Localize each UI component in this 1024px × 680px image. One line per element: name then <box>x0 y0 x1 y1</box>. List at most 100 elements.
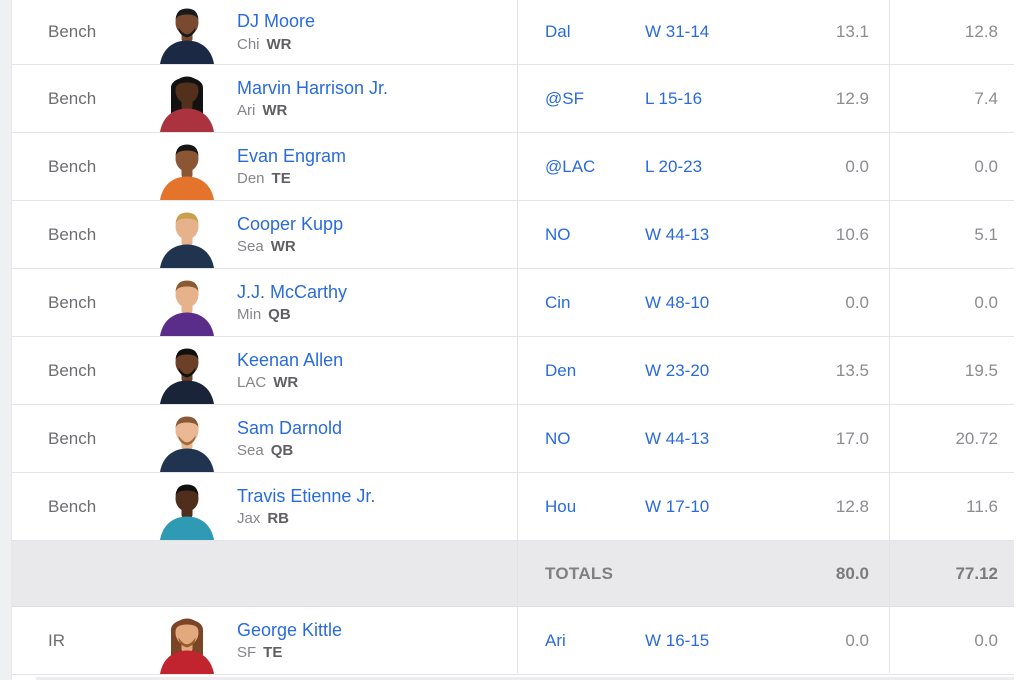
player-subline: Ari WR <box>237 102 517 119</box>
player-headshot-image <box>160 144 214 200</box>
fantasy-roster-table: Bench DJ Moore Chi WR Dal W 31-14 13.1 12… <box>12 0 1014 680</box>
player-name-link[interactable]: Keenan Allen <box>237 349 344 370</box>
roster-row: Bench Travis Etienne Jr. Jax RB Hou W 17-… <box>12 473 1014 541</box>
score-column-1-value: 10.6 <box>835 224 869 244</box>
player-name-link[interactable]: Sam Darnold <box>237 417 343 438</box>
opponent-link[interactable]: Hou <box>545 496 577 516</box>
game-result-link[interactable]: W 31-14 <box>645 22 710 41</box>
column-divider-score <box>889 0 890 673</box>
opponent-link[interactable]: Ari <box>545 630 566 650</box>
player-team: Den <box>237 170 265 188</box>
roster-row: IR George Kittle SF TE Ari W 16-15 0.0 0.… <box>12 607 1014 675</box>
player-headshot[interactable] <box>155 4 219 64</box>
score-column-2-value: 0.0 <box>974 630 998 650</box>
player-info: George Kittle SF TE <box>219 620 517 662</box>
game-result-link[interactable]: W 44-13 <box>645 224 710 244</box>
player-headshot[interactable] <box>155 72 219 132</box>
roster-rows-container: Bench DJ Moore Chi WR Dal W 31-14 13.1 12… <box>12 0 1014 675</box>
opponent-link[interactable]: Den <box>545 360 577 380</box>
opponent-link[interactable]: Cin <box>545 292 571 312</box>
slot-label: Bench <box>48 292 97 312</box>
game-result-link[interactable]: W 17-10 <box>645 496 710 516</box>
player-headshot[interactable] <box>155 140 219 200</box>
game-result-link[interactable]: W 44-13 <box>645 428 710 448</box>
page-left-gutter <box>0 0 12 680</box>
player-position: RB <box>267 510 290 528</box>
player-headshot-image <box>160 212 214 268</box>
opponent-link[interactable]: NO <box>545 224 571 244</box>
score-column-1-value: 0.0 <box>845 630 869 650</box>
score-column-2-value: 7.4 <box>974 88 998 108</box>
player-position: TE <box>271 170 291 188</box>
player-headshot[interactable] <box>155 480 219 540</box>
score-column-1-value: 17.0 <box>835 428 869 448</box>
totals-row: TOTALS 80.0 77.12 <box>12 541 1014 607</box>
player-position: TE <box>263 644 283 662</box>
player-name-link[interactable]: Travis Etienne Jr. <box>237 485 376 506</box>
column-divider-opponent <box>517 0 518 673</box>
player-headshot-image <box>160 416 214 472</box>
player-info: J.J. McCarthy Min QB <box>219 282 517 324</box>
score-column-2-value: 12.8 <box>964 22 998 41</box>
player-headshot[interactable] <box>155 412 219 472</box>
player-name-link[interactable]: Marvin Harrison Jr. <box>237 77 389 98</box>
slot-label: Bench <box>48 224 97 244</box>
player-name-link[interactable]: Evan Engram <box>237 145 347 166</box>
score-column-1-value: 13.5 <box>835 360 869 380</box>
player-team: LAC <box>237 374 267 392</box>
roster-row: Bench Sam Darnold Sea QB NO W 44-13 17.0 … <box>12 405 1014 473</box>
player-headshot[interactable] <box>155 614 219 674</box>
player-subline: Min QB <box>237 306 517 323</box>
slot-label: Bench <box>48 496 97 516</box>
player-subline: Chi WR <box>237 36 517 53</box>
player-name-link[interactable]: George Kittle <box>237 619 343 640</box>
opponent-link[interactable]: @SF <box>545 88 584 108</box>
player-info: Marvin Harrison Jr. Ari WR <box>219 78 517 120</box>
score-column-1-value: 13.1 <box>835 22 869 41</box>
player-position: WR <box>262 102 288 120</box>
matchup-cell: Cin W 48-10 0.0 <box>517 293 889 313</box>
totals-cell: TOTALS 80.0 <box>517 564 889 584</box>
player-headshot-image <box>160 280 214 336</box>
totals-score-2: 77.12 <box>955 563 998 583</box>
opponent-link[interactable]: @LAC <box>545 156 596 176</box>
slot-label: Bench <box>48 88 97 108</box>
matchup-cell: Hou W 17-10 12.8 <box>517 497 889 517</box>
roster-row: Bench Evan Engram Den TE @LAC L 20-23 0.0… <box>12 133 1014 201</box>
opponent-link[interactable]: Dal <box>545 22 571 41</box>
roster-row: Bench DJ Moore Chi WR Dal W 31-14 13.1 12… <box>12 0 1014 65</box>
game-result-link[interactable]: W 23-20 <box>645 360 710 380</box>
opponent-link[interactable]: NO <box>545 428 571 448</box>
score-column-1-value: 0.0 <box>845 156 869 176</box>
player-team: Sea <box>237 442 264 460</box>
game-result-link[interactable]: W 16-15 <box>645 630 710 650</box>
player-info: Keenan Allen LAC WR <box>219 350 517 392</box>
game-result-link[interactable]: W 48-10 <box>645 292 710 312</box>
player-headshot-image <box>160 348 214 404</box>
game-result-link[interactable]: L 15-16 <box>645 88 703 108</box>
matchup-cell: Den W 23-20 13.5 <box>517 361 889 381</box>
player-headshot[interactable] <box>155 208 219 268</box>
player-name-link[interactable]: J.J. McCarthy <box>237 281 348 302</box>
totals-label: TOTALS <box>545 563 614 583</box>
score-column-2-value: 20.72 <box>955 428 998 448</box>
player-subline: Den TE <box>237 170 517 187</box>
matchup-cell: @SF L 15-16 12.9 <box>517 89 889 109</box>
slot-label: Bench <box>48 156 97 176</box>
player-position: QB <box>270 442 294 460</box>
player-headshot[interactable] <box>155 276 219 336</box>
roster-row: Bench Cooper Kupp Sea WR NO W 44-13 10.6 … <box>12 201 1014 269</box>
player-name-link[interactable]: DJ Moore <box>237 11 316 32</box>
player-position: QB <box>268 306 291 324</box>
score-column-2-value: 11.6 <box>966 496 998 516</box>
roster-row: Bench J.J. McCarthy Min QB Cin W 48-10 0.… <box>12 269 1014 337</box>
player-name-link[interactable]: Cooper Kupp <box>237 213 344 234</box>
player-position: WR <box>266 35 292 53</box>
player-headshot[interactable] <box>155 344 219 404</box>
player-info: Sam Darnold Sea QB <box>219 418 517 460</box>
game-result-link[interactable]: L 20-23 <box>645 156 703 176</box>
player-headshot-image <box>160 76 214 132</box>
score-column-1-value: 0.0 <box>845 292 869 312</box>
roster-row: Bench Marvin Harrison Jr. Ari WR @SF L 15… <box>12 65 1014 133</box>
player-team: SF <box>237 644 257 662</box>
